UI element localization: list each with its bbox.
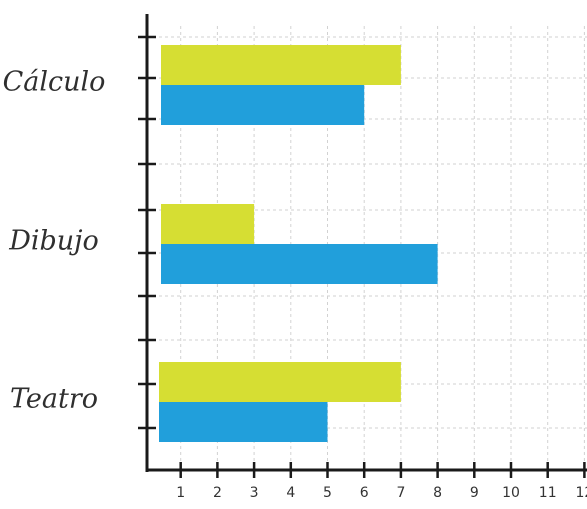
x-tick-label: 9 <box>470 485 479 501</box>
x-tick-label: 2 <box>213 485 222 501</box>
x-tick-label: 5 <box>323 485 332 501</box>
x-tick-label: 6 <box>360 485 369 501</box>
bar-dibujo-series-2 <box>161 244 438 284</box>
bar-teatro-series-1 <box>159 362 401 402</box>
x-tick-label: 8 <box>433 485 442 501</box>
bar-calculo-series-2 <box>161 85 365 125</box>
category-label: Cálculo <box>3 67 106 98</box>
x-tick-label: 1 <box>176 485 185 501</box>
x-tick-label: 11 <box>539 485 557 501</box>
x-tick-label: 7 <box>396 485 405 501</box>
bar-teatro-series-2 <box>159 402 328 442</box>
x-tick-label: 4 <box>286 485 295 501</box>
bar-dibujo-series-1 <box>161 204 255 244</box>
x-tick-label: 3 <box>250 485 259 501</box>
category-label: Teatro <box>10 384 98 415</box>
bar-calculo-series-1 <box>161 45 401 85</box>
category-label: Dibujo <box>8 226 99 257</box>
x-tick-label: 12 <box>575 485 587 501</box>
x-tick-label: 10 <box>502 485 520 501</box>
